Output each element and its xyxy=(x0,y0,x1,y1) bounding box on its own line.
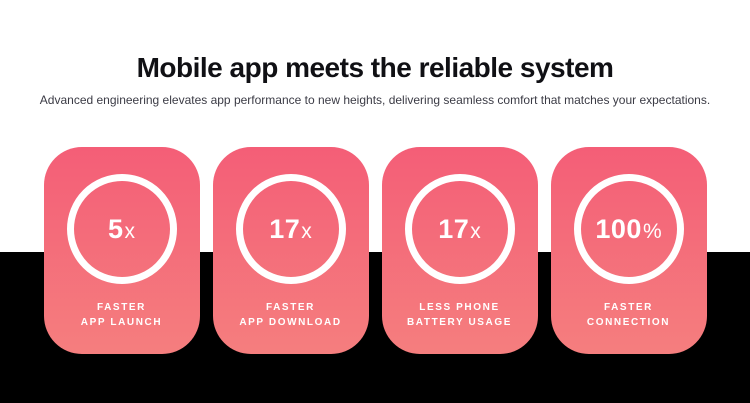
page-subtitle: Advanced engineering elevates app perfor… xyxy=(39,93,711,108)
stat-value: 17 xyxy=(438,213,470,244)
card-label: FASTER APP LAUNCH xyxy=(81,300,162,330)
card-label-line1: LESS PHONE xyxy=(419,302,500,313)
card-label: LESS PHONE BATTERY USAGE xyxy=(407,300,512,330)
card-label: FASTER CONNECTION xyxy=(587,300,670,330)
stat-card-app-launch: 5 x FASTER APP LAUNCH xyxy=(43,147,200,354)
card-label-line1: FASTER xyxy=(96,302,147,313)
stat-text: 17 x xyxy=(438,214,481,245)
card-label-line2: APP DOWNLOAD xyxy=(239,317,342,328)
card-label-line1: FASTER xyxy=(265,302,316,313)
card-label-line2: BATTERY USAGE xyxy=(406,317,513,328)
stat-card-app-download: 17 x FASTER APP DOWNLOAD xyxy=(212,147,369,354)
stat-ring: 17 x xyxy=(404,174,515,284)
stat-cards-row: 5 x FASTER APP LAUNCH 17 x FASTER APP DO… xyxy=(0,147,750,354)
stat-suffix: x xyxy=(301,219,312,243)
stat-text: 5 x xyxy=(108,214,135,245)
stat-suffix: x xyxy=(124,219,136,243)
stat-ring: 17 x xyxy=(235,174,346,284)
stat-text: 100 % xyxy=(595,214,661,245)
stat-text: 17 x xyxy=(269,214,312,245)
stat-card-connection: 100 % FASTER CONNECTION xyxy=(550,147,707,354)
stat-ring: 100 % xyxy=(573,174,684,284)
stat-value: 100 xyxy=(595,213,642,244)
stat-suffix: x xyxy=(470,219,481,243)
card-label-line2: APP LAUNCH xyxy=(80,317,163,328)
stat-card-battery-usage: 17 x LESS PHONE BATTERY USAGE xyxy=(381,147,538,354)
stat-ring: 5 x xyxy=(66,174,177,284)
card-label-line2: CONNECTION xyxy=(586,317,671,328)
stat-suffix: % xyxy=(642,219,662,243)
stat-value: 5 xyxy=(107,213,124,244)
header-section: Mobile app meets the reliable system Adv… xyxy=(0,0,750,109)
card-label: FASTER APP DOWNLOAD xyxy=(239,300,341,330)
page-title: Mobile app meets the reliable system xyxy=(136,52,614,83)
card-label-line1: FASTER xyxy=(603,302,654,313)
stat-value: 17 xyxy=(269,213,301,244)
